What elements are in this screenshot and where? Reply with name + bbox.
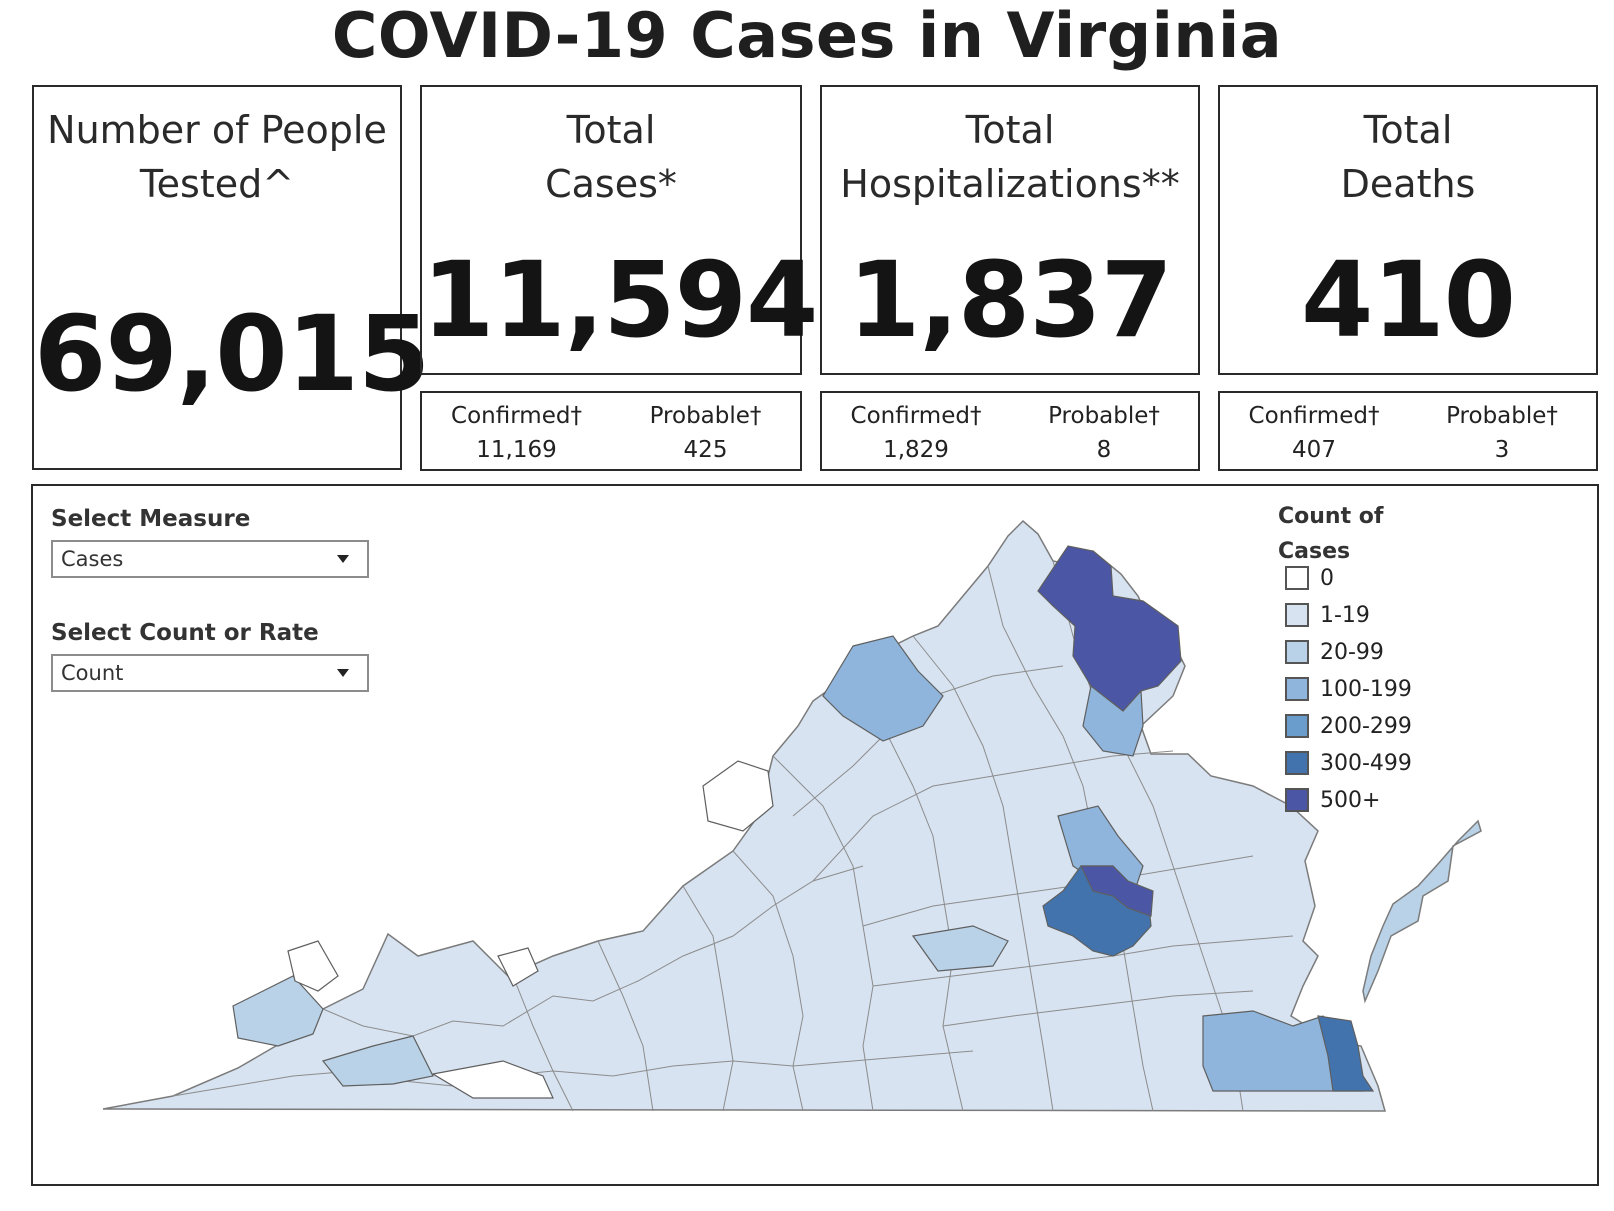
select-measure-dropdown[interactable]: Cases	[51, 540, 369, 578]
legend-label: 300-499	[1320, 751, 1412, 776]
deaths-confirmed: Confirmed† 407	[1220, 399, 1408, 467]
cases-confirmed-label: Confirmed†	[451, 403, 582, 429]
total-cases-card: Total Cases* 11,594	[420, 85, 818, 375]
deaths-probable-value: 3	[1494, 437, 1510, 463]
select-measure-value: Cases	[61, 547, 124, 571]
cases-confirmed-value: 11,169	[476, 437, 557, 463]
cases-probable-label: Probable†	[649, 403, 762, 429]
legend-swatch	[1285, 566, 1309, 590]
people-tested-label: Number of People Tested^	[47, 108, 387, 206]
legend-title: Count of Cases	[1278, 504, 1384, 564]
hospitalizations-confirmed-label: Confirmed†	[850, 403, 982, 429]
county-highlights	[232, 545, 1375, 1099]
zero-county-1	[287, 940, 339, 992]
legend-label: 500+	[1320, 788, 1381, 813]
prince-william-area	[1082, 684, 1144, 757]
virginia-beach-area	[1317, 1015, 1375, 1092]
legend-label: 1-19	[1320, 603, 1370, 628]
legend-swatch	[1285, 677, 1309, 701]
select-count-rate-dropdown[interactable]: Count	[51, 654, 369, 692]
total-hospitalizations-label: Total Hospitalizations**	[840, 108, 1180, 206]
page-title: COVID-19 Cases in Virginia	[331, 0, 1283, 72]
cases-probable-value: 425	[683, 437, 728, 463]
eastern-shore	[1362, 819, 1482, 1004]
frederick-area	[822, 635, 944, 742]
total-deaths-card: Total Deaths 410	[1218, 85, 1598, 375]
legend-label: 20-99	[1320, 640, 1384, 665]
legend-label: 100-199	[1320, 677, 1412, 702]
select-measure-label: Select Measure	[51, 506, 251, 532]
legend-item[interactable]: 20-99	[1285, 639, 1445, 669]
chevron-down-icon	[337, 555, 349, 563]
southwest-highlight	[232, 975, 324, 1047]
total-hospitalizations-card: Total Hospitalizations** 1,837	[820, 85, 1200, 375]
map-panel: Select Measure Cases Select Count or Rat…	[31, 484, 1599, 1186]
select-count-rate-label: Select Count or Rate	[51, 620, 319, 646]
cases-breakdown: Confirmed† 11,169 Probable† 425	[420, 391, 802, 471]
legend-swatch	[1285, 714, 1309, 738]
hospitalizations-probable-label: Probable†	[1048, 403, 1160, 429]
legend-swatch	[1285, 603, 1309, 627]
hospitalizations-probable: Probable† 8	[1010, 399, 1198, 467]
legend-item[interactable]: 200-299	[1285, 713, 1445, 743]
chevron-down-icon	[337, 669, 349, 677]
loudoun-fairfax-region	[1037, 545, 1182, 712]
deaths-confirmed-value: 407	[1292, 437, 1336, 463]
legend-swatch	[1285, 640, 1309, 664]
virginia-county-map[interactable]	[33, 486, 1597, 1184]
hospitalizations-confirmed: Confirmed† 1,829	[822, 399, 1010, 467]
legend-swatch	[1285, 751, 1309, 775]
central-highlight	[911, 925, 1009, 972]
total-deaths-value: 410	[1300, 239, 1516, 361]
legend-item[interactable]: 500+	[1285, 787, 1445, 817]
cases-confirmed: Confirmed† 11,169	[422, 399, 611, 467]
legend-item[interactable]: 300-499	[1285, 750, 1445, 780]
deaths-probable: Probable† 3	[1408, 399, 1596, 467]
henrico-area	[1080, 865, 1154, 917]
select-count-rate-value: Count	[61, 661, 124, 685]
hospitalizations-probable-value: 8	[1096, 437, 1112, 463]
people-tested-card: Number of People Tested^ 69,015	[32, 85, 430, 470]
deaths-breakdown: Confirmed† 407 Probable† 3	[1218, 391, 1598, 471]
total-hospitalizations-value: 1,837	[848, 239, 1173, 361]
legend-item[interactable]: 0	[1285, 565, 1445, 595]
total-deaths-label: Total Deaths	[1340, 108, 1476, 206]
legend-item[interactable]: 100-199	[1285, 676, 1445, 706]
cases-probable: Probable† 425	[611, 399, 800, 467]
hospitalizations-breakdown: Confirmed† 1,829 Probable† 8	[820, 391, 1200, 471]
total-cases-label: Total Cases*	[545, 108, 677, 206]
people-tested-value: 69,015	[34, 293, 430, 415]
legend-label: 200-299	[1320, 714, 1412, 739]
legend-swatch	[1285, 788, 1309, 812]
zero-county-2	[497, 947, 539, 987]
legend-item[interactable]: 1-19	[1285, 602, 1445, 632]
deaths-confirmed-label: Confirmed†	[1248, 403, 1380, 429]
total-cases-value: 11,594	[422, 239, 818, 361]
legend-label: 0	[1320, 566, 1334, 591]
southwest-highlight-2	[321, 1035, 434, 1087]
hospitalizations-confirmed-value: 1,829	[883, 437, 949, 463]
deaths-probable-label: Probable†	[1446, 403, 1558, 429]
zero-county-3	[431, 1060, 554, 1099]
zero-county-4	[702, 760, 774, 832]
